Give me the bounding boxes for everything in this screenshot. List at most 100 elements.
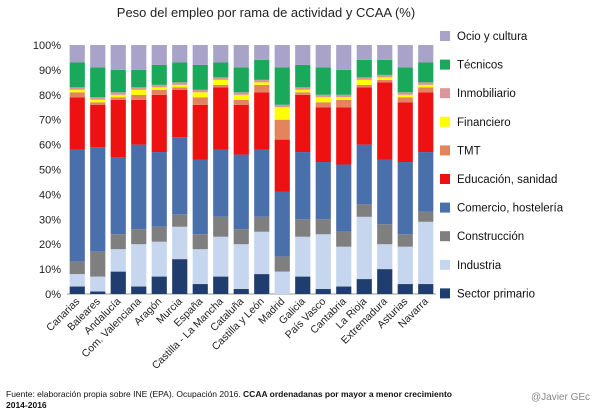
bar-segment bbox=[418, 211, 434, 222]
author-handle: @Javier GEc bbox=[531, 392, 591, 403]
legend-swatch bbox=[440, 259, 450, 270]
bar-segment bbox=[254, 59, 270, 80]
bar-segment bbox=[397, 94, 413, 98]
bar-segment bbox=[254, 149, 270, 217]
bar-segment bbox=[131, 94, 147, 100]
legend-swatch bbox=[440, 145, 450, 156]
bar-segment bbox=[110, 69, 126, 93]
bar-segment bbox=[315, 162, 331, 220]
bar-segment bbox=[254, 84, 270, 93]
bar-segment bbox=[213, 84, 229, 88]
bar-segment bbox=[418, 221, 434, 285]
bar-segment bbox=[90, 67, 106, 98]
bar-segment bbox=[356, 77, 372, 80]
bar-segment bbox=[254, 231, 270, 275]
bar-segment bbox=[90, 291, 106, 294]
bar-segment bbox=[192, 234, 208, 250]
bar-segment bbox=[397, 284, 413, 294]
bar-segment bbox=[295, 219, 311, 237]
bar-segment bbox=[295, 64, 311, 88]
y-tick-label: 0% bbox=[45, 289, 61, 301]
bar-segment bbox=[131, 286, 147, 294]
bar-segment bbox=[315, 94, 331, 98]
bar-segment bbox=[172, 82, 188, 85]
bar-segment bbox=[315, 97, 331, 103]
bar-segment bbox=[151, 276, 167, 294]
bar-segment bbox=[110, 97, 126, 100]
legend-swatch bbox=[440, 116, 450, 127]
bar-segment bbox=[377, 224, 393, 245]
source-note-bold: CCAA ordenadanas por mayor a menor creci… bbox=[6, 389, 452, 410]
bar-segment bbox=[397, 162, 413, 235]
legend-label: Industria bbox=[457, 260, 502, 272]
bar-segment bbox=[397, 67, 413, 93]
bar-segment bbox=[418, 284, 434, 294]
bar-segment bbox=[356, 204, 372, 217]
bar-segment bbox=[254, 92, 270, 150]
bar-segment bbox=[172, 84, 188, 88]
bar-segment bbox=[418, 62, 434, 83]
bar-segment bbox=[336, 99, 352, 108]
y-tick-label: 50% bbox=[39, 165, 61, 177]
bars-group bbox=[69, 45, 434, 294]
bar-segment bbox=[233, 45, 249, 68]
bar-segment bbox=[418, 87, 434, 93]
legend-label: Financiero bbox=[457, 117, 511, 129]
bar-segment bbox=[151, 84, 167, 88]
bar-segment bbox=[213, 79, 229, 85]
bar-segment bbox=[418, 45, 434, 63]
bar-segment bbox=[172, 87, 188, 90]
y-tick-label: 100% bbox=[33, 40, 61, 52]
bar-segment bbox=[356, 79, 372, 85]
bar-segment bbox=[90, 102, 106, 105]
bar-segment bbox=[377, 59, 393, 75]
bar-segment bbox=[151, 241, 167, 277]
bar-segment bbox=[295, 276, 311, 294]
bar-segment bbox=[151, 152, 167, 227]
legend-label: Sector primario bbox=[457, 288, 535, 300]
bar-segment bbox=[131, 45, 147, 70]
bar-segment bbox=[213, 216, 229, 237]
legend-label: Construcción bbox=[457, 231, 524, 243]
bar-segment bbox=[172, 62, 188, 83]
legend-swatch bbox=[440, 174, 450, 184]
bar-segment bbox=[336, 94, 352, 98]
y-tick-label: 80% bbox=[39, 90, 61, 102]
y-tick-label: 30% bbox=[39, 214, 61, 226]
bar-segment bbox=[110, 99, 126, 158]
bar-segment bbox=[151, 87, 167, 90]
bar-segment bbox=[131, 244, 147, 287]
y-tick-label: 40% bbox=[39, 189, 61, 201]
bar-segment bbox=[192, 159, 208, 235]
bar-segment bbox=[377, 159, 393, 225]
bar-segment bbox=[336, 231, 352, 247]
bar-segment bbox=[315, 107, 331, 163]
bar-segment bbox=[254, 274, 270, 294]
bar-segment bbox=[69, 92, 85, 98]
bar-segment bbox=[315, 219, 331, 235]
bar-segment bbox=[192, 284, 208, 294]
bar-segment bbox=[418, 82, 434, 85]
y-tick-label: 10% bbox=[39, 264, 61, 276]
bar-segment bbox=[110, 234, 126, 250]
bar-segment bbox=[151, 45, 167, 65]
legend-swatch bbox=[440, 88, 450, 99]
bar-segment bbox=[397, 92, 413, 95]
bar-segment bbox=[397, 234, 413, 247]
bar-segment bbox=[90, 99, 106, 103]
bar-segment bbox=[131, 99, 147, 145]
bar-segment bbox=[69, 261, 85, 275]
bar-segment bbox=[274, 139, 290, 192]
bar-segment bbox=[336, 69, 352, 95]
bar-segment bbox=[295, 87, 311, 90]
bar-segment bbox=[110, 249, 126, 272]
bar-segment bbox=[90, 147, 106, 252]
source-note-text: Fuente: elaboración propia sobre INE (EP… bbox=[6, 389, 244, 399]
bar-segment bbox=[69, 45, 85, 63]
bar-segment bbox=[356, 59, 372, 78]
bar-segment bbox=[192, 97, 208, 105]
bar-segment bbox=[274, 119, 290, 140]
bar-segment bbox=[274, 107, 290, 120]
bar-segment bbox=[233, 104, 249, 155]
